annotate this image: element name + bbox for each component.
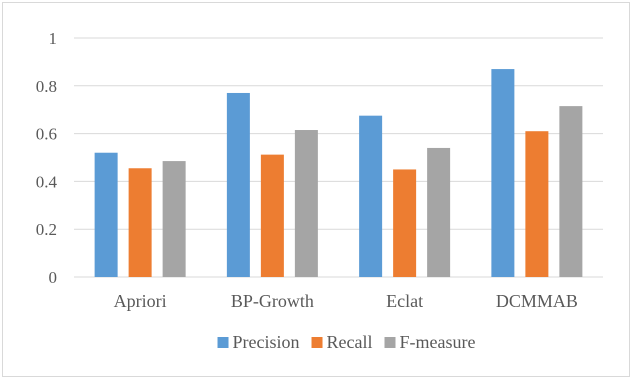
bar-precision-bp-growth: [226, 92, 250, 277]
legend-label-recall: Recall: [327, 332, 373, 352]
bar-precision-dcmmab: [491, 69, 515, 277]
x-category-label: Apriori: [114, 291, 167, 311]
legend-swatch-f-measure: [384, 337, 396, 348]
y-tick-label: 0.4: [36, 172, 58, 191]
y-tick-label: 1: [49, 29, 58, 48]
bar-recall-eclat: [393, 169, 417, 277]
bar-precision-apriori: [94, 152, 118, 277]
legend-label-precision: Precision: [233, 332, 300, 352]
y-axis-tick-labels: 0 0.2 0.4 0.6 0.8 1: [36, 29, 58, 287]
x-axis-category-labels: Apriori BP-Growth Eclat DCMMAB: [114, 291, 578, 311]
bar-recall-bp-growth: [260, 154, 284, 277]
bar-f-measure-bp-growth: [294, 130, 318, 277]
bar-f-measure-apriori: [162, 161, 186, 277]
bar-recall-apriori: [128, 168, 152, 277]
x-category-label: Eclat: [386, 291, 423, 311]
x-category-label: DCMMAB: [496, 291, 578, 311]
legend-label-f-measure: F-measure: [400, 332, 476, 352]
bar-precision-eclat: [359, 115, 383, 277]
bar-recall-dcmmab: [525, 131, 549, 277]
y-tick-label: 0: [49, 268, 58, 287]
legend: Precision Recall F-measure: [217, 332, 476, 352]
y-tick-label: 0.2: [36, 220, 57, 239]
bars: [94, 69, 583, 278]
bar-f-measure-dcmmab: [559, 106, 583, 278]
y-tick-label: 0.6: [36, 125, 57, 144]
bar-f-measure-eclat: [427, 147, 451, 277]
x-category-label: BP-Growth: [231, 291, 314, 311]
grid-lines: [74, 37, 603, 278]
legend-swatch-precision: [217, 337, 229, 348]
y-tick-label: 0.8: [36, 77, 57, 96]
legend-swatch-recall: [311, 337, 323, 348]
